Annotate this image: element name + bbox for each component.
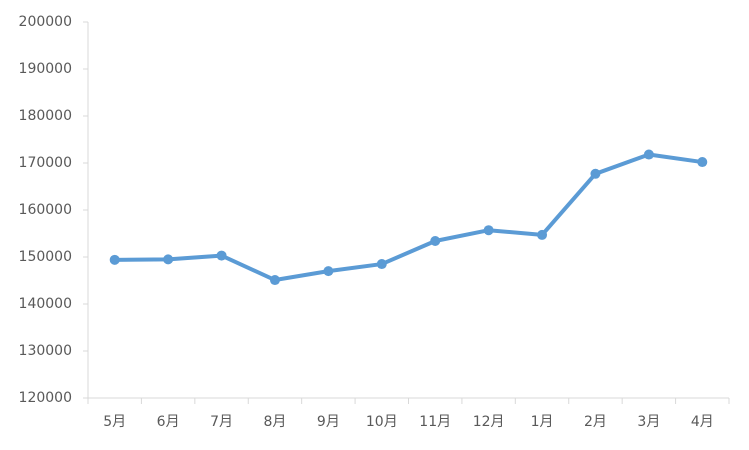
x-tick-label: 11月 xyxy=(419,414,451,430)
y-tick-label: 120000 xyxy=(19,390,72,406)
x-tick-label: 6月 xyxy=(157,414,180,430)
point xyxy=(376,259,387,270)
x-tick-label: 3月 xyxy=(637,414,660,430)
line xyxy=(114,152,703,283)
x-tick-label: 7月 xyxy=(210,414,233,430)
point xyxy=(430,236,441,247)
x-tick-label: 5月 xyxy=(103,414,126,430)
x-tick-label: 1月 xyxy=(531,414,554,430)
point xyxy=(483,225,494,236)
y-tick-label: 170000 xyxy=(19,155,72,171)
x-tick-label: 8月 xyxy=(263,414,286,430)
y-tick-label: 190000 xyxy=(19,61,72,77)
point xyxy=(537,229,548,240)
point xyxy=(643,149,654,160)
point xyxy=(109,254,120,265)
point xyxy=(697,157,708,168)
y-tick-label: 180000 xyxy=(19,108,72,124)
x-tick-label: 2月 xyxy=(584,414,607,430)
y-tick-label: 140000 xyxy=(19,296,72,312)
point xyxy=(590,168,601,179)
y-tick-label: 200000 xyxy=(19,14,72,30)
x-tick-label: 10月 xyxy=(366,414,398,430)
y-tick-label: 150000 xyxy=(19,249,72,265)
y-tick-label: 160000 xyxy=(19,202,72,218)
point xyxy=(269,275,280,286)
x-tick-label: 9月 xyxy=(317,414,340,430)
x-tick-label: 4月 xyxy=(691,414,714,430)
point xyxy=(323,266,334,277)
x-tick-label: 12月 xyxy=(473,414,505,430)
y-tick-label: 130000 xyxy=(19,343,72,359)
point xyxy=(216,250,227,261)
point xyxy=(163,254,174,265)
